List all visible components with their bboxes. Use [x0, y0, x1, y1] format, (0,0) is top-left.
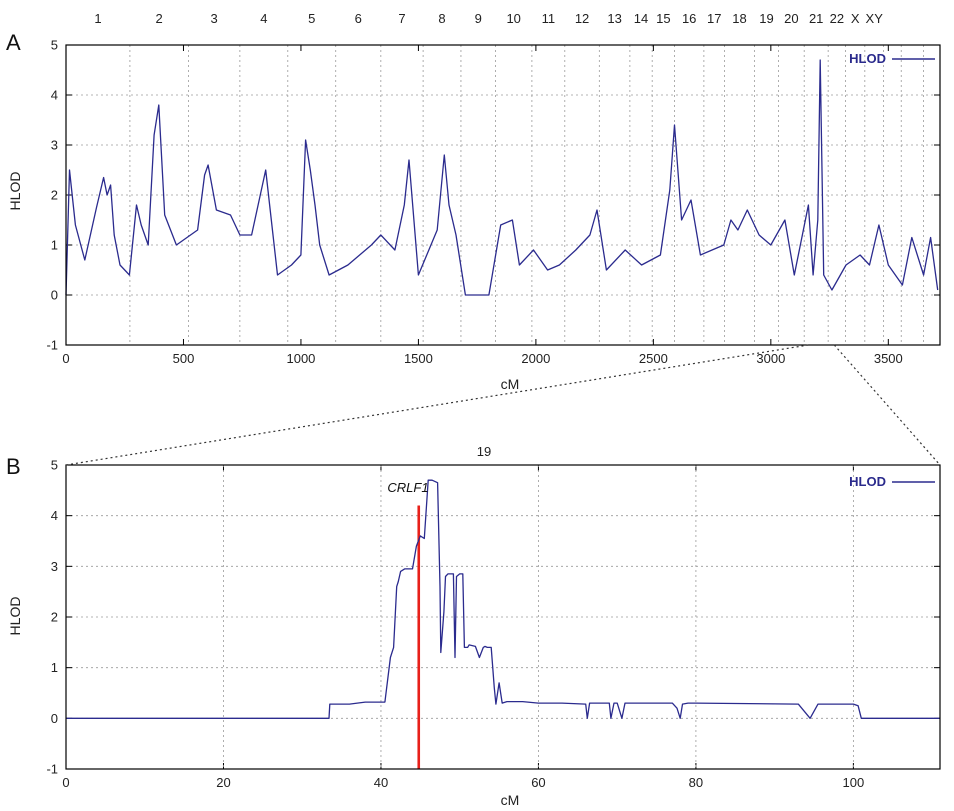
chromosome-label: 7: [398, 11, 405, 26]
panel-b-y-tick-label: 0: [51, 711, 58, 726]
zoom-connector-lines: [65, 344, 941, 466]
panel-b-y-tick-label: 1: [51, 660, 58, 675]
panel-a-legend-label: HLOD: [849, 51, 886, 66]
panel-b-x-tick-label: 0: [62, 775, 69, 790]
panel-b-letter: B: [6, 454, 21, 479]
chromosome-label: 22: [830, 11, 844, 26]
panel-b-y-axis-label: HLOD: [7, 597, 23, 636]
chromosome-label: 11: [542, 11, 556, 26]
panel-a-y-axis-label: HLOD: [7, 172, 23, 211]
panel-a-hlod-series-line: [65, 59, 939, 296]
panel-a-y-tick-label: -1: [46, 338, 58, 353]
panel-a-x-tick-label: 1000: [286, 351, 315, 366]
panel-b-y-tick-label: 5: [51, 458, 58, 473]
panel-b-hlod-series-line: [66, 479, 940, 719]
panel-a-y-tick-label: 4: [51, 88, 58, 103]
panel-b-y-tick-label: -1: [46, 762, 58, 777]
panel-a-letter: A: [6, 30, 21, 55]
panel-a-y-tick-label: 1: [51, 238, 58, 253]
chromosome-label: X: [851, 11, 860, 26]
panel-b-y-tick-label: 2: [51, 610, 58, 625]
panel-b-legend-label: HLOD: [849, 474, 886, 489]
panel-b-x-tick-label: 80: [689, 775, 703, 790]
chromosome-label: 12: [575, 11, 589, 26]
panel-a-x-axis-label: cM: [501, 376, 520, 392]
crlf1-annotation-label: CRLF1: [387, 480, 428, 495]
panel-a-x-tick-label: 500: [173, 351, 195, 366]
chromosome-label: 20: [784, 11, 798, 26]
chromosome-label: 19: [759, 11, 773, 26]
panel-b-plot-frame: [65, 464, 941, 770]
panel-b-chart: -1 0 1 2 3 4 5 0 20 40 60 80 100: [46, 458, 941, 790]
panel-a-y-tick-label: 2: [51, 188, 58, 203]
panel-b-x-tick-label: 20: [216, 775, 230, 790]
chromosome-label: 21: [809, 11, 823, 26]
chromosome-label: 17: [707, 11, 721, 26]
panel-a-x-tick-label: 2000: [521, 351, 550, 366]
panel-b-y-tick-label: 3: [51, 559, 58, 574]
panel-a-y-tick-label: 5: [51, 38, 58, 53]
panel-a-x-tick-label: 0: [62, 351, 69, 366]
chromosome-label: 9: [475, 11, 482, 26]
chromosome-label: 14: [634, 11, 648, 26]
panel-b-x-tick-label: 40: [374, 775, 388, 790]
panel-b-x-tick-label: 100: [843, 775, 865, 790]
panel-b-y-tick-label: 4: [51, 508, 58, 523]
panel-a-x-tick-label: 2500: [639, 351, 668, 366]
panel-a-x-tick-label: 1500: [404, 351, 433, 366]
panel-a-plot-frame: [65, 44, 941, 346]
chromosome-label: 6: [355, 11, 362, 26]
chromosome-label: XY: [866, 11, 884, 26]
panel-a-y-tick-label: 3: [51, 138, 58, 153]
panel-b-x-tick-label: 60: [531, 775, 545, 790]
chromosome-label: 3: [211, 11, 218, 26]
chromosome-label: 15: [656, 11, 670, 26]
chromosome-label: 13: [607, 11, 621, 26]
panel-a-y-tick-label: 0: [51, 288, 58, 303]
panel-a-x-tick-label: 3000: [756, 351, 785, 366]
zoom-connector-right: [833, 344, 941, 466]
chromosome-label: 5: [308, 11, 315, 26]
panel-b-title-chromosome: 19: [477, 444, 491, 459]
panel-a-x-tick-label: 3500: [874, 351, 903, 366]
zoom-connector-left: [65, 344, 809, 466]
chromosome-label: 4: [260, 11, 267, 26]
chromosome-label: 1: [94, 11, 101, 26]
panel-b-x-axis-label: cM: [501, 792, 520, 808]
chromosome-label: 8: [438, 11, 445, 26]
chromosome-label: 10: [506, 11, 520, 26]
chromosome-label: 2: [156, 11, 163, 26]
chromosome-label: 18: [732, 11, 746, 26]
chromosome-label: 16: [682, 11, 696, 26]
